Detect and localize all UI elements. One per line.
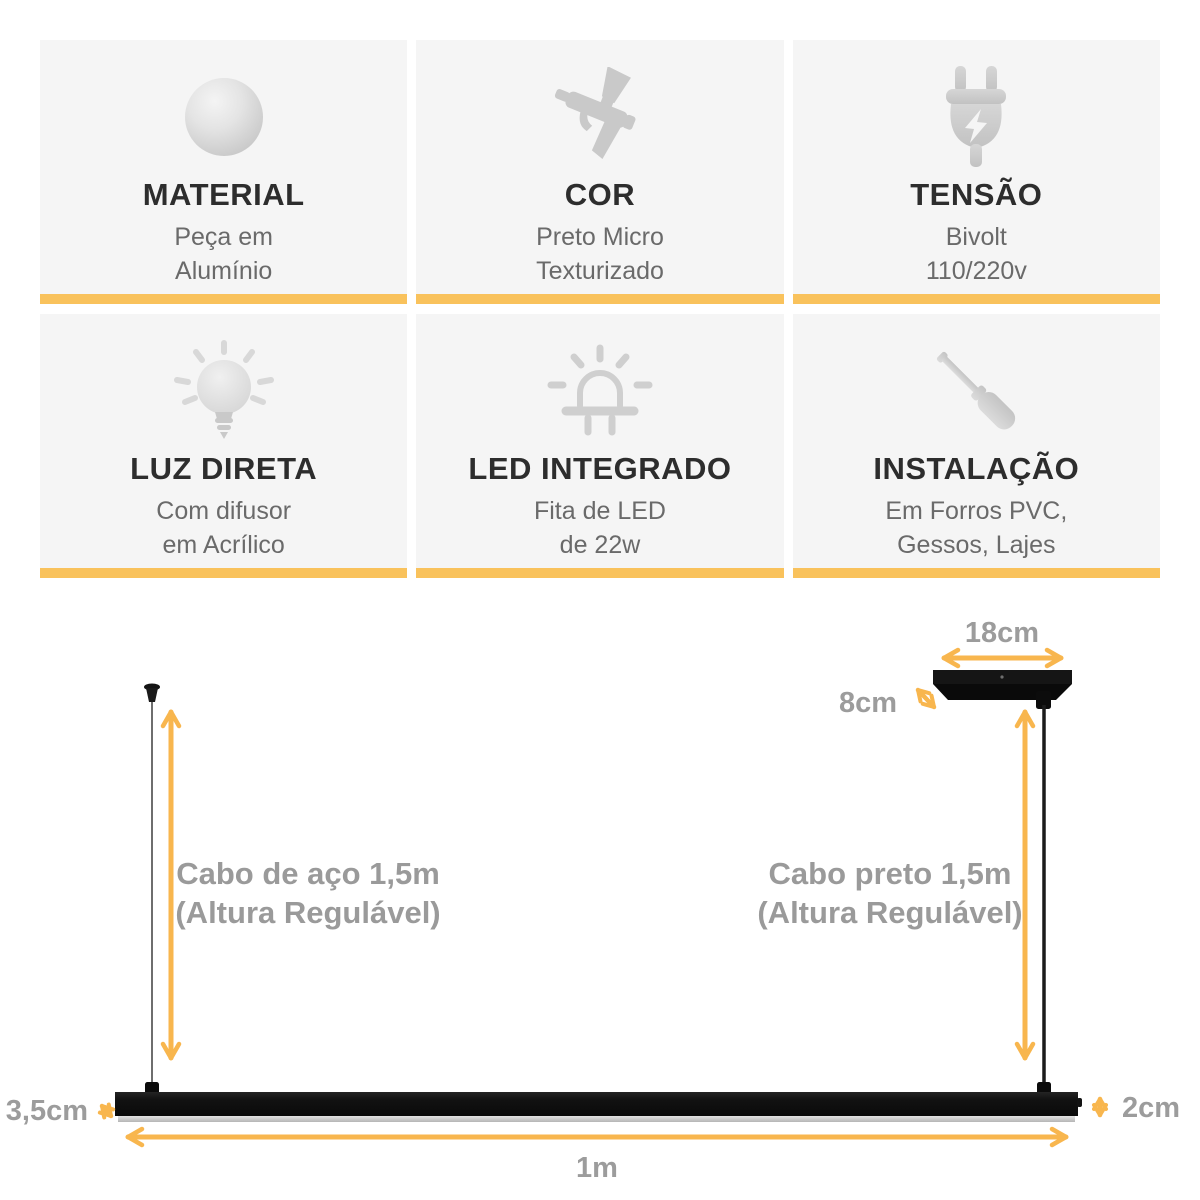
canopy-width-label: 18cm	[965, 617, 1039, 649]
card-subtitle-line1: Fita de LED	[533, 497, 666, 526]
black-cable	[1036, 691, 1051, 1086]
card-title: LED INTEGRADO	[468, 451, 732, 486]
light-bar	[115, 1082, 1082, 1122]
card-subtitle: Fita de LED de 22w	[534, 495, 666, 562]
bar-height-left-label: 3,5cm	[6, 1095, 88, 1127]
card-subtitle: Bivolt 110/220v	[926, 221, 1027, 288]
card-subtitle-line1: Bivolt	[945, 223, 1007, 252]
card-title: TENSÃO	[910, 177, 1043, 212]
canopy	[933, 670, 1072, 700]
bar-length-label: 1m	[576, 1152, 618, 1184]
spec-card-tensao: TENSÃO Bivolt 110/220v	[792, 40, 1160, 304]
card-subtitle-line2: Gessos, Lajes	[897, 530, 1056, 559]
right-cable-label-line1: Cabo preto 1,5m	[769, 856, 1012, 891]
canopy-depth-label: 8cm	[839, 687, 897, 719]
dimension-diagram: 18cm 8cm Cabo preto 1,5m (Altura Reguláv…	[6, 617, 1180, 1184]
bar-height-right-label: 2cm	[1122, 1092, 1180, 1124]
diffuser	[118, 1116, 1075, 1122]
card-subtitle: Em Forros PVC, Gessos, Lajes	[885, 495, 1067, 562]
card-icon-wrap	[169, 338, 279, 444]
sphere-icon	[184, 78, 263, 156]
light-bulb-icon	[173, 340, 274, 439]
card-title: INSTALAÇÃO	[873, 451, 1080, 486]
steel-cable	[144, 683, 160, 1086]
card-title: LUZ DIRETA	[130, 451, 318, 486]
card-icon-wrap	[184, 64, 264, 170]
card-subtitle-line2: 110/220v	[925, 256, 1027, 285]
card-icon-wrap	[922, 338, 1030, 444]
card-icon-wrap	[540, 338, 660, 444]
spec-card-instalacao: INSTALAÇÃO Em Forros PVC, Gessos, Lajes	[792, 314, 1160, 578]
card-title: MATERIAL	[142, 177, 305, 212]
card-icon-wrap	[926, 64, 1026, 170]
card-subtitle-line2: de 22w	[559, 530, 641, 559]
card-subtitle-line2: Texturizado	[536, 256, 664, 285]
card-subtitle: Peça em Alumínio	[174, 221, 273, 288]
spec-cards-grid: MATERIAL Peça em Alumínio COR Pret	[40, 40, 1160, 578]
card-subtitle-line1: Com difusor	[156, 497, 292, 526]
card-icon-wrap	[548, 64, 652, 170]
card-subtitle: Com difusor em Acrílico	[156, 495, 291, 562]
spray-gun-icon	[554, 67, 636, 159]
card-subtitle-line1: Peça em	[174, 223, 273, 252]
spec-card-material: MATERIAL Peça em Alumínio	[40, 40, 408, 304]
led-icon	[547, 344, 653, 436]
power-plug-icon	[946, 66, 1007, 167]
canopy-depth-arrow	[915, 687, 937, 710]
card-subtitle-line1: Preto Micro	[536, 223, 664, 252]
card-subtitle-line1: Em Forros PVC,	[885, 497, 1068, 526]
card-subtitle: Preto Micro Texturizado	[536, 221, 664, 288]
right-cable-label-line2: (Altura Regulável)	[757, 895, 1022, 930]
card-subtitle-line2: em Acrílico	[162, 530, 285, 559]
bar-height-left-arrow	[97, 1102, 116, 1120]
left-cable-label-line1: Cabo de aço 1,5m	[176, 856, 440, 891]
spec-card-luz-direta: LUZ DIRETA Com difusor em Acrílico	[40, 314, 408, 578]
left-cable-label-line2: (Altura Regulável)	[175, 895, 440, 930]
card-title: COR	[564, 177, 636, 212]
spec-card-cor: COR Preto Micro Texturizado	[416, 40, 784, 304]
card-subtitle-line2: Alumínio	[175, 256, 273, 285]
spec-card-led-integrado: LED INTEGRADO Fita de LED de 22w	[416, 314, 784, 578]
screwdriver-icon	[937, 351, 1016, 430]
